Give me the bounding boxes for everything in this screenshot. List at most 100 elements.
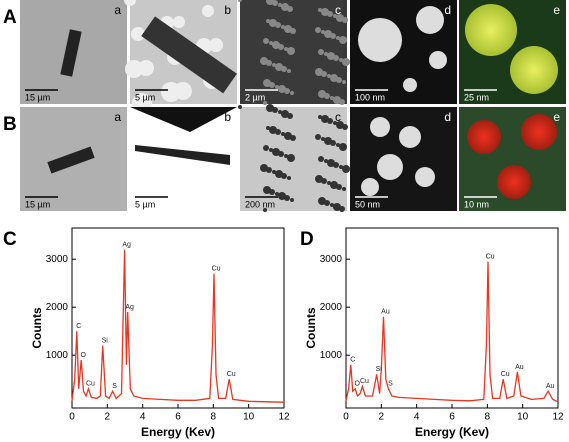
micrograph bbox=[350, 107, 457, 211]
grain bbox=[339, 36, 347, 44]
y-tick-label: 3000 bbox=[320, 254, 343, 265]
grain bbox=[269, 126, 277, 134]
chart-title: D bbox=[300, 229, 314, 250]
grain bbox=[275, 85, 279, 89]
nanoparticle bbox=[358, 18, 402, 62]
nanoparticle bbox=[415, 167, 435, 187]
grain bbox=[318, 8, 322, 12]
grain bbox=[290, 198, 294, 202]
grain bbox=[324, 52, 328, 56]
grain bbox=[321, 30, 325, 34]
peak-label: Au bbox=[546, 383, 555, 390]
panel-letter: c bbox=[335, 3, 341, 17]
grain bbox=[278, 3, 282, 7]
grain bbox=[330, 96, 334, 100]
nanoparticle bbox=[510, 46, 558, 94]
scale-label: 25 nm bbox=[464, 92, 489, 102]
peak-label: Si bbox=[102, 337, 109, 344]
grain bbox=[281, 132, 285, 136]
peak-label: Ag bbox=[125, 304, 134, 311]
grain bbox=[263, 186, 271, 194]
x-tick-label: 6 bbox=[175, 412, 181, 423]
particle bbox=[209, 38, 223, 52]
grain bbox=[342, 80, 346, 84]
particle bbox=[174, 82, 192, 100]
nanoparticle bbox=[467, 120, 501, 154]
grain bbox=[263, 145, 269, 151]
grain bbox=[275, 170, 283, 178]
grain bbox=[238, 0, 242, 2]
particle bbox=[125, 60, 143, 78]
x-tick-label: 12 bbox=[278, 412, 290, 423]
grain bbox=[318, 90, 326, 98]
grain bbox=[321, 137, 325, 141]
peak-label: S bbox=[388, 381, 393, 388]
grain bbox=[238, 105, 242, 109]
x-tick-label: 8 bbox=[211, 412, 217, 423]
y-tick-label: 2000 bbox=[320, 302, 343, 313]
plot-frame bbox=[71, 227, 285, 409]
grain bbox=[342, 58, 350, 66]
panel-letter: b bbox=[224, 3, 231, 17]
peak-label: C bbox=[350, 357, 355, 364]
scale-label: 100 nm bbox=[355, 92, 385, 102]
grain bbox=[321, 8, 329, 16]
panel-letter: d bbox=[444, 3, 451, 17]
grain bbox=[336, 143, 340, 147]
grain bbox=[281, 110, 289, 118]
panel-letter: e bbox=[553, 110, 560, 124]
nanoparticle bbox=[399, 126, 421, 148]
grain bbox=[318, 197, 326, 205]
nanoparticle bbox=[465, 4, 517, 56]
grain bbox=[275, 192, 279, 196]
rod bbox=[135, 145, 230, 165]
scale-label: 10 nm bbox=[464, 199, 489, 209]
grain bbox=[330, 203, 334, 207]
grain bbox=[278, 85, 286, 93]
grain bbox=[336, 36, 340, 40]
row-label: B bbox=[3, 114, 17, 135]
grain bbox=[315, 27, 321, 33]
spectrum-line bbox=[345, 261, 559, 403]
x-axis-label: Energy (Kev) bbox=[141, 425, 215, 439]
row-label: A bbox=[3, 7, 17, 28]
x-tick-label: 0 bbox=[343, 412, 349, 423]
y-tick-label: 2000 bbox=[46, 302, 69, 313]
panel-letter: b bbox=[224, 110, 231, 124]
nanoparticle bbox=[416, 6, 444, 34]
grain bbox=[333, 96, 341, 104]
peak-label: O bbox=[80, 352, 86, 359]
rod bbox=[141, 16, 237, 94]
grain bbox=[287, 69, 291, 73]
x-tick-label: 4 bbox=[140, 412, 146, 423]
peak-label: Cu bbox=[486, 253, 495, 260]
peak-label: S bbox=[112, 383, 117, 390]
peak-label: Cu bbox=[227, 371, 236, 378]
grain bbox=[315, 68, 323, 76]
grain bbox=[266, 0, 274, 5]
chart-title: C bbox=[3, 229, 17, 250]
spectrum-line bbox=[71, 249, 285, 403]
grain bbox=[266, 126, 270, 130]
scale-label: 5 µm bbox=[135, 199, 155, 209]
grain bbox=[318, 115, 322, 119]
peak-label: Ag bbox=[122, 241, 131, 248]
particle bbox=[173, 16, 185, 28]
peak-label: Cu bbox=[212, 265, 221, 272]
particle bbox=[138, 60, 154, 76]
grain bbox=[272, 63, 276, 67]
grain bbox=[327, 181, 331, 185]
x-axis-label: Energy (Kev) bbox=[415, 425, 489, 439]
grain bbox=[269, 41, 273, 45]
grain bbox=[266, 104, 274, 112]
x-tick-label: 10 bbox=[517, 412, 529, 423]
x-tick-label: 10 bbox=[243, 412, 255, 423]
grain bbox=[330, 74, 338, 82]
grain bbox=[284, 154, 288, 158]
peak-label: Si bbox=[376, 366, 383, 373]
scale-label: 5 µm bbox=[135, 92, 155, 102]
grain bbox=[281, 25, 285, 29]
grain bbox=[324, 159, 328, 163]
grain bbox=[281, 3, 289, 11]
grain bbox=[260, 57, 268, 65]
